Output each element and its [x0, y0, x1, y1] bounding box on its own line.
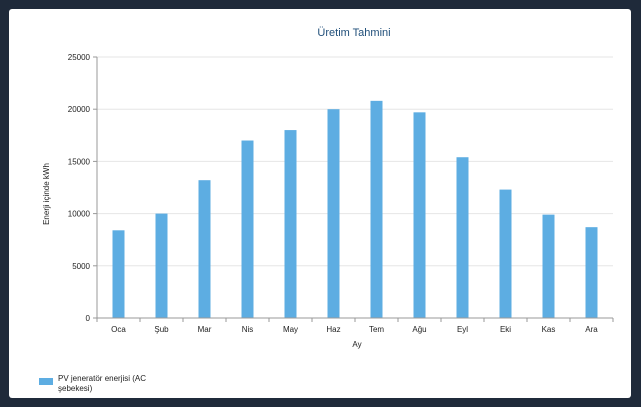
y-tick-label: 0	[86, 314, 91, 323]
chart-title: Üretim Tahmini	[317, 27, 390, 39]
x-axis: Oca Şub Mar Nis May Haz Tem Ağu Eyl Eki Kas Ara	[96, 317, 614, 334]
bar-0	[112, 230, 125, 318]
legend: PV jeneratör enerjisi (AC şebekesi)	[39, 374, 178, 394]
bar-8	[456, 157, 469, 318]
x-tick-label: Tem	[369, 325, 384, 334]
y-tick-label: 5000	[72, 262, 90, 271]
legend-label: PV jeneratör enerjisi (AC şebekesi)	[58, 374, 147, 393]
bar-9	[499, 189, 512, 318]
x-tick-label: Nis	[242, 325, 254, 334]
legend-swatch	[39, 378, 53, 385]
x-tick-label: Ara	[585, 325, 598, 334]
x-axis-title: Ay	[352, 340, 361, 349]
x-tick-label: Eyl	[457, 325, 468, 334]
x-tick-label: Şub	[154, 325, 169, 334]
bar-6	[370, 100, 383, 319]
y-tick-label: 15000	[68, 157, 91, 166]
y-axis-title: Enerji içinde kWh	[42, 163, 51, 225]
y-tick-label: 25000	[68, 53, 91, 62]
x-tick-label: Eki	[500, 325, 511, 334]
y-axis: 0 5000 10000 15000 20000 25000	[68, 53, 98, 323]
bar-5	[327, 109, 340, 318]
bar-2	[198, 180, 211, 318]
x-tick-label: Oca	[111, 325, 126, 334]
x-tick-label: Kas	[542, 325, 556, 334]
x-tick-label: May	[283, 325, 298, 334]
bar-3	[241, 140, 254, 318]
y-tick-label: 20000	[68, 105, 91, 114]
x-tick-label: Haz	[326, 325, 340, 334]
y-tick-label: 10000	[68, 210, 91, 219]
gridlines	[97, 56, 613, 267]
x-tick-label: Ağu	[412, 325, 426, 334]
bar-11	[585, 227, 598, 318]
bar-7	[413, 112, 426, 318]
production-chart: Üretim Tahmini 0 5000 10000 15000 20000 25000…	[42, 27, 614, 349]
bar-10	[542, 214, 555, 318]
bar-1	[155, 213, 168, 318]
chart-frame: Üretim Tahmini 0 5000 10000 15000 20000 25000…	[9, 9, 631, 398]
bars	[112, 100, 598, 319]
x-tick-label: Mar	[198, 325, 212, 334]
bar-4	[284, 130, 297, 318]
